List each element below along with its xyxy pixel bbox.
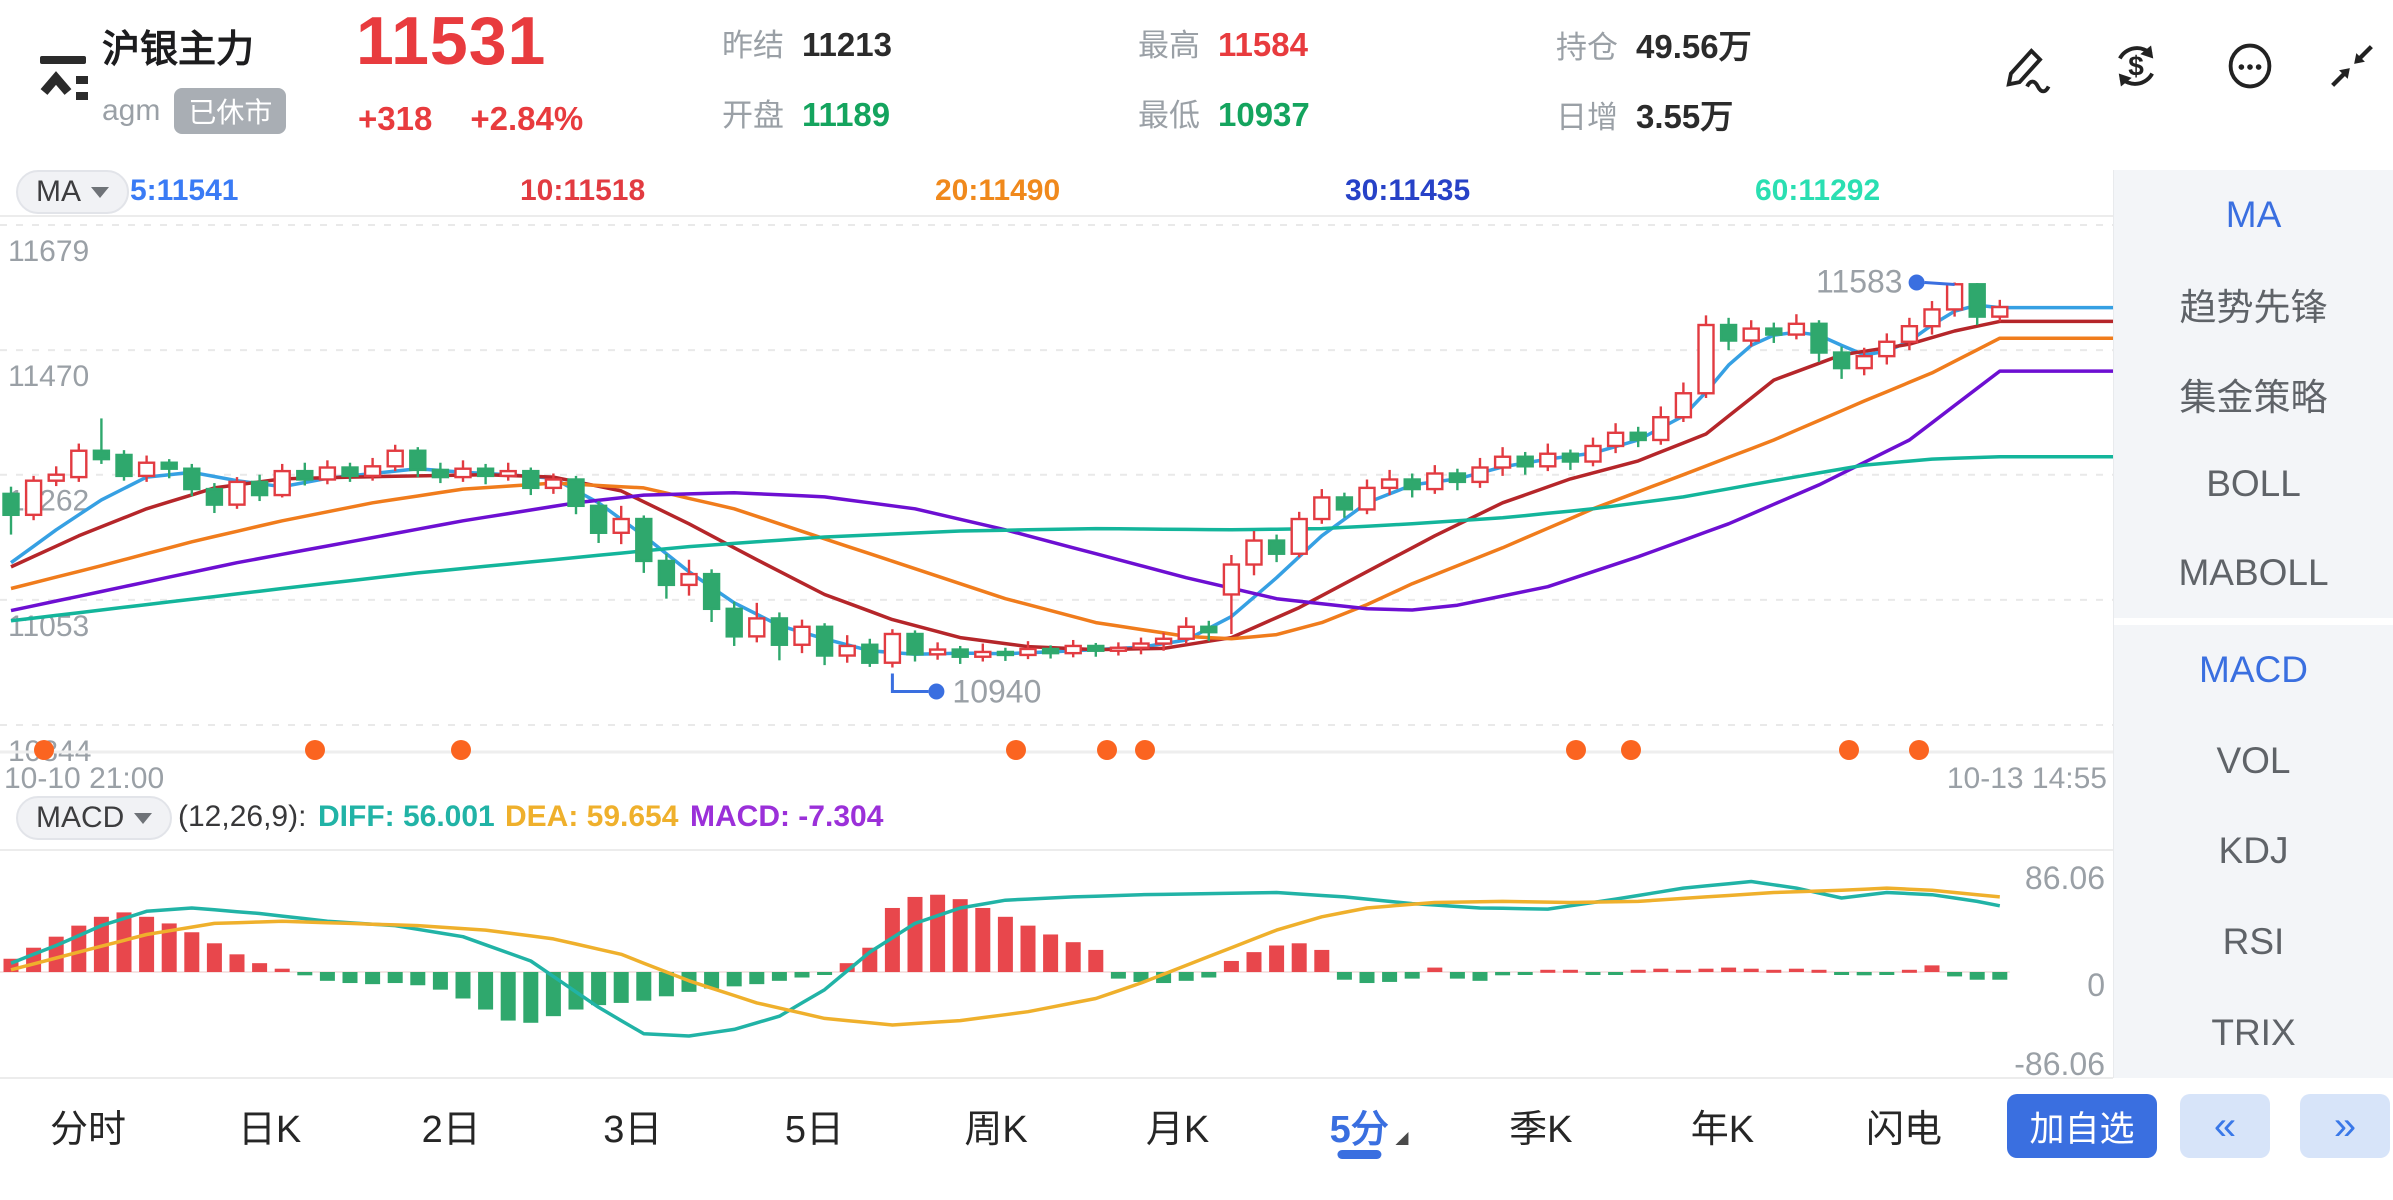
candlestick-chart[interactable]: 1167911470112621105310844109401158310-10… [0, 213, 2113, 790]
back-to-list-icon[interactable] [36, 48, 94, 110]
tab-闪电[interactable]: 闪电 [1865, 1109, 1943, 1151]
ma-indicator-value: 5:11541 [130, 174, 239, 207]
change-value: +318 [358, 100, 433, 137]
svg-text:11470: 11470 [8, 360, 89, 393]
tab-月K[interactable]: 月K [1145, 1109, 1210, 1151]
refresh-quote-icon[interactable]: $ [2108, 38, 2164, 94]
macd-chart[interactable]: 86.06 0 -86.06 [0, 846, 2113, 1082]
chevron-down-icon [91, 186, 109, 198]
last-price: 11531 [356, 3, 547, 79]
ma-indicator-value: 20:11490 [935, 174, 1061, 207]
draw-icon[interactable] [1998, 38, 2054, 94]
indicator-sidebar: MA 趋势先锋集金策略 BOLL MABOLL MACD VOL KDJ RSI TRIX [2113, 170, 2393, 1078]
stat-label: 最低 [1138, 98, 1200, 133]
stat-label: 持仓 [1556, 30, 1618, 65]
stat-value: 11213 [802, 26, 892, 63]
svg-text:11262: 11262 [8, 485, 89, 518]
tab-2日[interactable]: 2日 [421, 1109, 481, 1151]
stat-item: 持仓 49.56万 [1556, 20, 1752, 68]
stat-item: 开盘 11189 [722, 90, 890, 135]
tab-3日[interactable]: 3日 [603, 1109, 663, 1151]
instrument-title: 沪银主力 [102, 29, 255, 71]
more-icon[interactable] [2222, 38, 2278, 94]
stat-item: 最高 11584 [1138, 20, 1308, 65]
market-status-badge: 已休市 [174, 88, 287, 134]
stat-value: 11584 [1218, 26, 1308, 63]
stat-item: 昨结 11213 [722, 20, 892, 65]
period-tabbar: 分时 日K 2日 3日 5日 周K 月K 5分 季K 年K 闪电 加自选 « » [0, 1080, 2393, 1200]
svg-text:86.06: 86.06 [2025, 860, 2105, 896]
stat-label: 昨结 [722, 28, 784, 63]
tab-5分[interactable]: 5分 [1330, 1098, 1409, 1159]
svg-text:$: $ [2128, 51, 2144, 82]
tab-周K[interactable]: 周K [964, 1109, 1028, 1151]
macd-indicator-selector[interactable]: MACD [16, 796, 173, 840]
stat-item: 日增 3.55万 [1556, 90, 1733, 138]
sidebar-item-BOLL[interactable]: BOLL [2206, 462, 2301, 504]
svg-text:-86.06: -86.06 [2014, 1046, 2105, 1082]
sidebar-item-集金策略[interactable]: 集金策略 [2179, 376, 2328, 418]
macd-indicator-value: DIFF: 56.001 [318, 800, 495, 833]
ma-indicator-selector[interactable]: MA [16, 170, 129, 214]
stat-value: 10937 [1218, 96, 1310, 133]
tab-expand-triangle-icon [1395, 1132, 1409, 1145]
chevron-down-icon [134, 812, 153, 824]
collapse-icon[interactable] [2324, 38, 2380, 94]
sidebar-item-TRIX[interactable]: TRIX [2211, 1011, 2296, 1053]
price-change: +318 +2.84% [358, 100, 621, 138]
ma-indicator-value: 10:11518 [520, 174, 646, 207]
tab-日K[interactable]: 日K [237, 1109, 302, 1151]
sidebar-item-MACD[interactable]: MACD [2199, 649, 2308, 691]
sidebar-item-MA[interactable]: MA [2225, 193, 2282, 235]
macd-indicator-row: MACD (12,26,9): DIFF: 56.001 DEA: 59.654 M… [0, 796, 2113, 842]
sidebar-item-MABOLL[interactable]: MABOLL [2178, 552, 2329, 594]
active-tab-underline [1337, 1150, 1382, 1159]
stat-label: 最高 [1138, 28, 1200, 63]
stat-value: 3.55万 [1636, 98, 1734, 135]
tab-5日[interactable]: 5日 [784, 1109, 844, 1151]
add-watchlist-button[interactable]: 加自选 [2007, 1094, 2157, 1158]
svg-text:11583: 11583 [1816, 263, 1903, 299]
tab-分时[interactable]: 分时 [49, 1109, 127, 1151]
svg-text:10-10 21:00: 10-10 21:00 [4, 762, 164, 790]
stat-item: 最低 10937 [1138, 90, 1310, 135]
session-dots [34, 740, 1929, 760]
change-percent: +2.84% [470, 100, 584, 137]
sidebar-item-趋势先锋[interactable]: 趋势先锋 [2179, 287, 2328, 329]
next-page-button[interactable]: » [2300, 1094, 2390, 1158]
stat-label: 日增 [1556, 100, 1618, 135]
sidebar-divider [2114, 618, 2393, 625]
ma-indicator-value: 60:11292 [1755, 174, 1881, 207]
instrument-code: agm [102, 94, 161, 127]
ma-indicator-value: 30:11435 [1345, 174, 1471, 207]
sidebar-item-KDJ[interactable]: KDJ [2218, 830, 2289, 872]
macd-indicator-value: MACD: -7.304 [690, 800, 884, 833]
sidebar-item-VOL[interactable]: VOL [2216, 739, 2291, 781]
tab-年K[interactable]: 年K [1690, 1109, 1755, 1151]
sidebar-item-RSI[interactable]: RSI [2222, 921, 2285, 963]
svg-text:10-13 14:55: 10-13 14:55 [1947, 762, 2107, 790]
svg-text:0: 0 [2087, 967, 2105, 1003]
ma-indicator-row: MA 5:11541 10:11518 20:11490 30:11435 60:112… [0, 170, 2113, 216]
stat-label: 开盘 [722, 98, 784, 133]
stat-value: 11189 [802, 96, 891, 133]
sidebar-group: MACD VOL KDJ RSI TRIX [2114, 625, 2393, 1078]
sidebar-group: MA 趋势先锋集金策略 BOLL MABOLL [2114, 170, 2393, 618]
tab-季K[interactable]: 季K [1509, 1109, 1573, 1151]
svg-text:11679: 11679 [8, 235, 89, 268]
prev-page-button[interactable]: « [2180, 1094, 2270, 1158]
macd-params: (12,26,9): [178, 800, 307, 833]
macd-indicator-value: DEA: 59.654 [505, 800, 679, 833]
stat-value: 49.56万 [1636, 28, 1752, 65]
svg-text:10940: 10940 [952, 674, 1041, 710]
